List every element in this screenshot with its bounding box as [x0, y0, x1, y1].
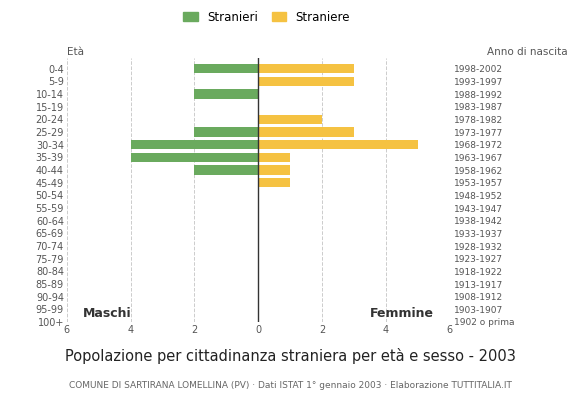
Bar — [194, 166, 258, 174]
Text: Età: Età — [67, 47, 84, 57]
Bar — [194, 90, 258, 99]
Bar — [194, 128, 258, 136]
Text: Anno di nascita: Anno di nascita — [487, 47, 567, 57]
Bar — [258, 140, 418, 149]
Bar — [194, 64, 258, 73]
Bar — [258, 153, 290, 162]
Text: Popolazione per cittadinanza straniera per età e sesso - 2003: Popolazione per cittadinanza straniera p… — [64, 348, 516, 364]
Bar — [130, 153, 258, 162]
Text: Maschi: Maschi — [83, 307, 131, 320]
Bar — [258, 115, 322, 124]
Legend: Stranieri, Straniere: Stranieri, Straniere — [179, 6, 355, 28]
Text: COMUNE DI SARTIRANA LOMELLINA (PV) · Dati ISTAT 1° gennaio 2003 · Elaborazione T: COMUNE DI SARTIRANA LOMELLINA (PV) · Dat… — [68, 381, 512, 390]
Bar — [258, 166, 290, 174]
Bar — [258, 77, 354, 86]
Text: Femmine: Femmine — [369, 307, 434, 320]
Bar — [130, 140, 258, 149]
Bar — [258, 128, 354, 136]
Bar — [258, 178, 290, 187]
Bar — [258, 64, 354, 73]
